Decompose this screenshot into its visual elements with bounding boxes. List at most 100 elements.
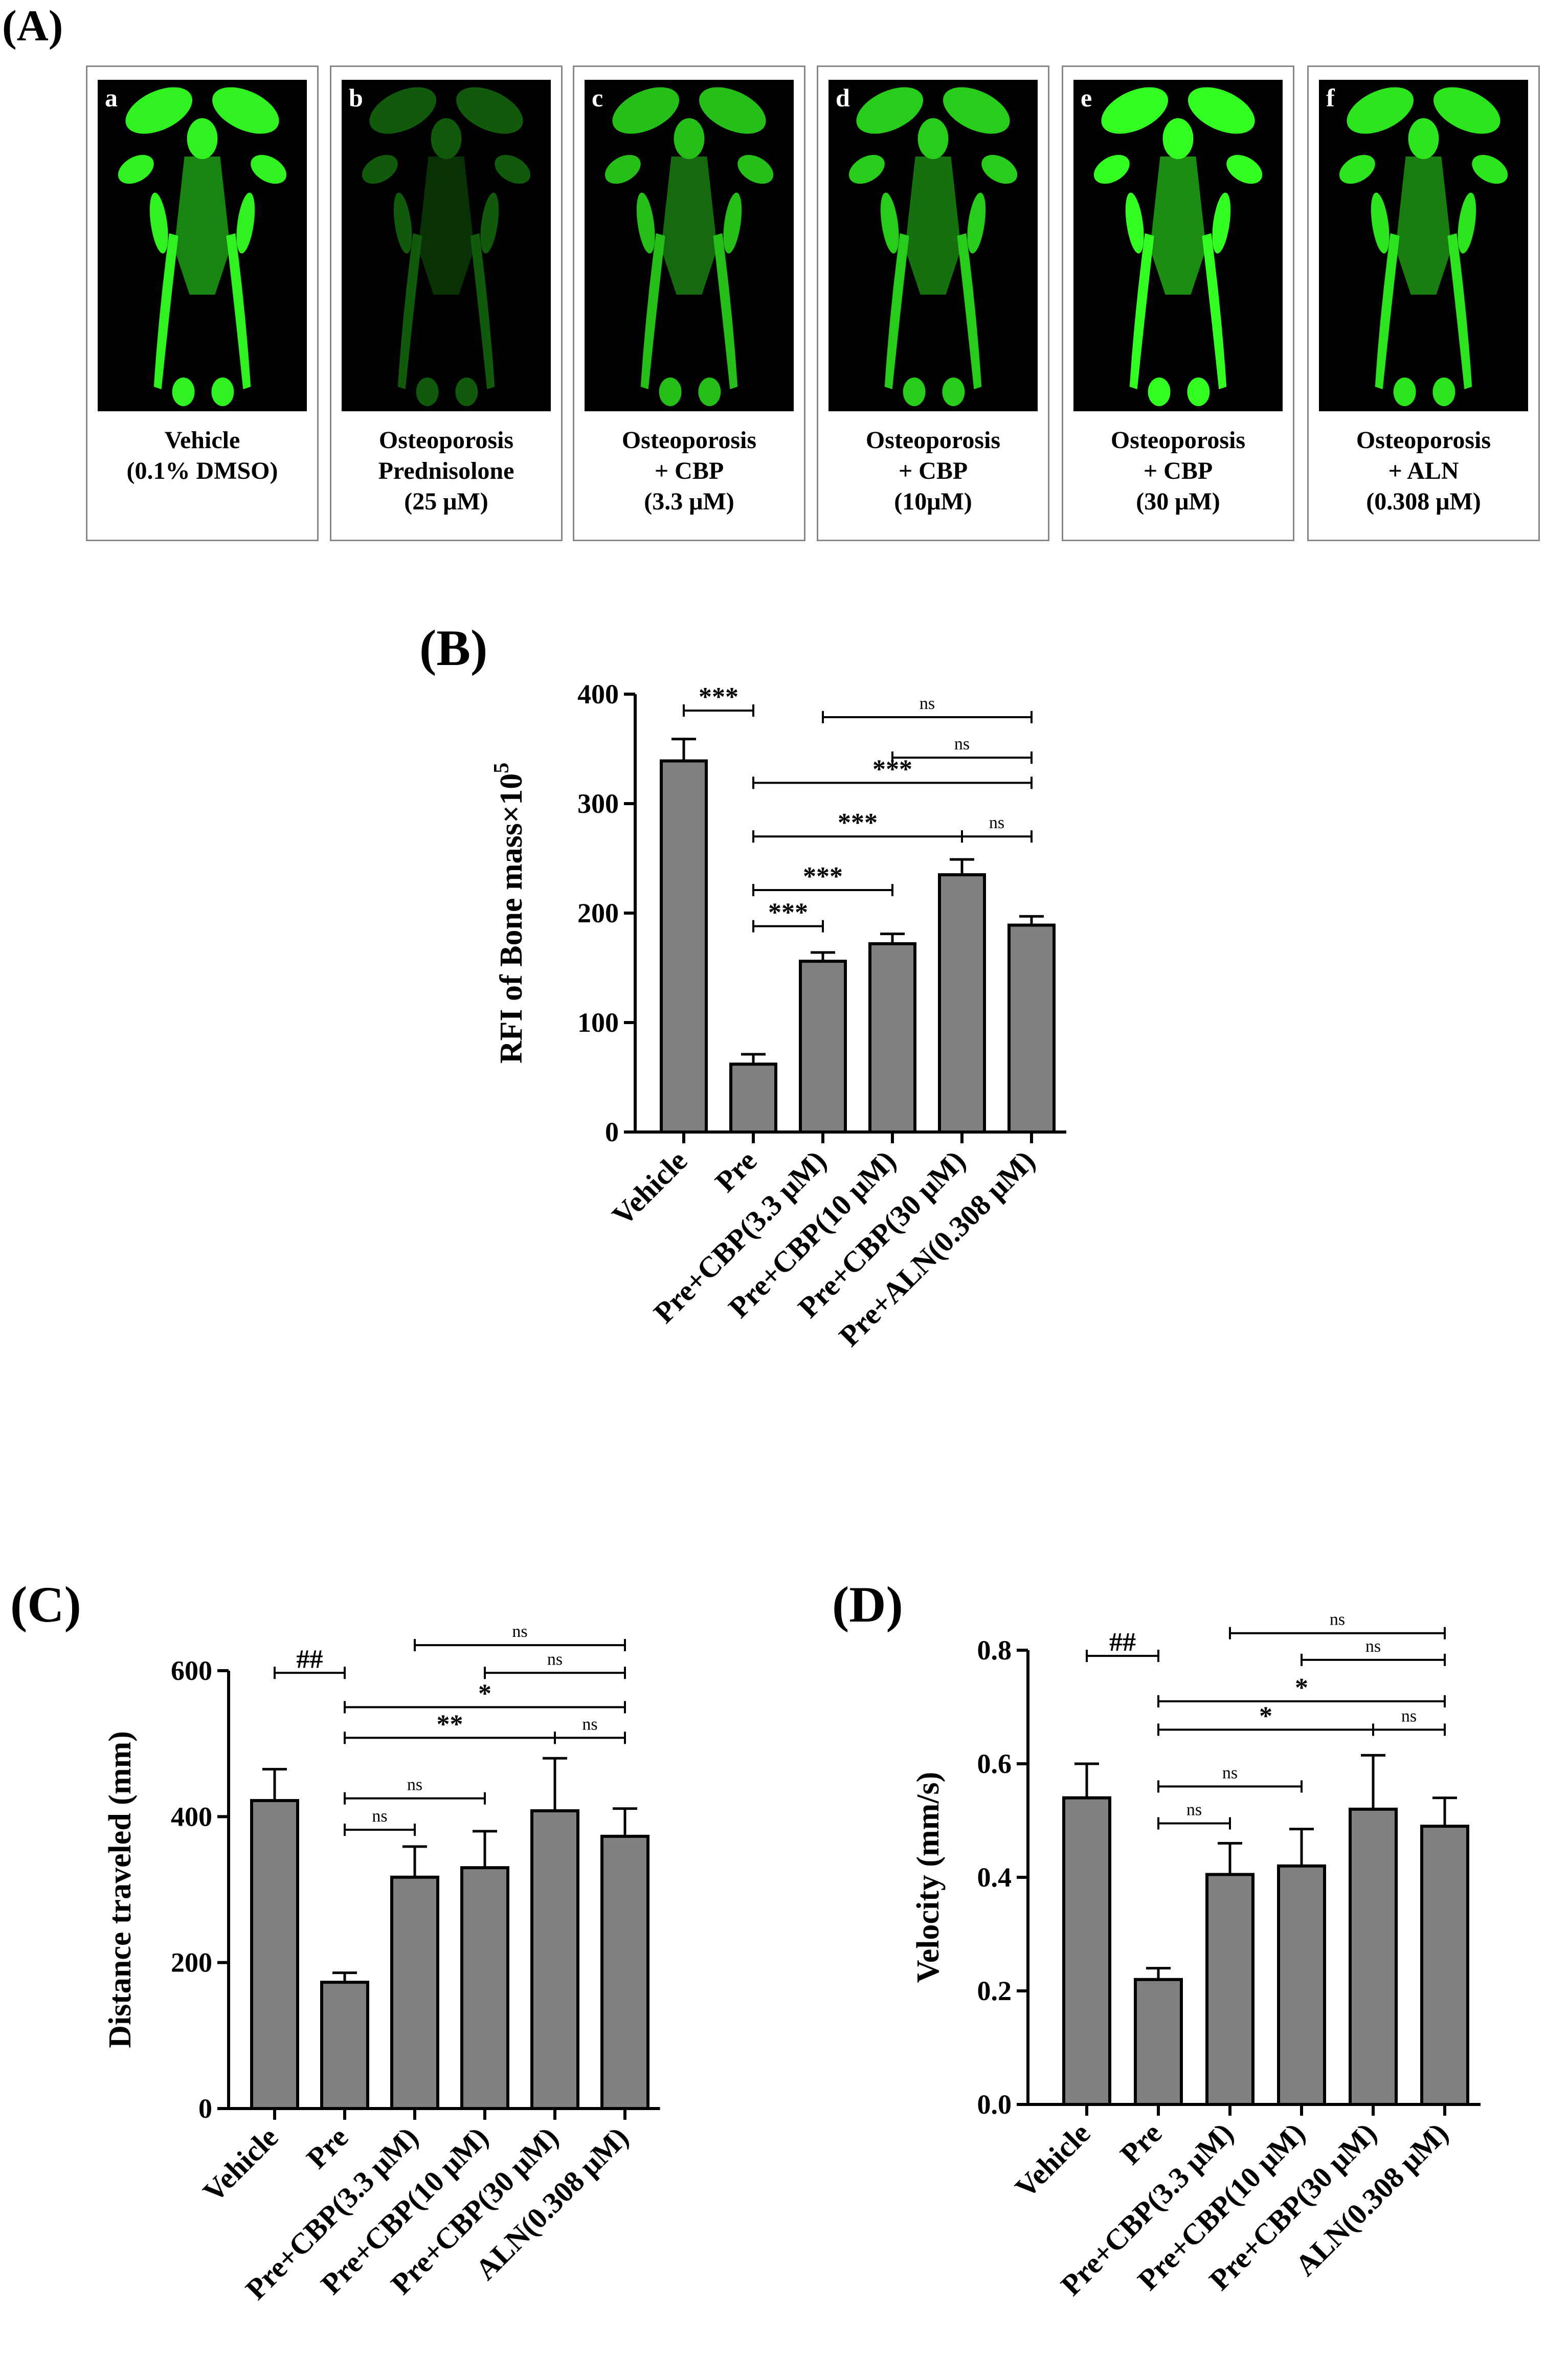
significance-label: *** xyxy=(803,862,843,891)
skeleton-tail-left xyxy=(659,378,682,406)
x-tick-label: Pre xyxy=(709,1144,764,1199)
skeleton-tail-left xyxy=(1393,378,1416,406)
image-frame-e: e Osteoporosis + CBP (30 μM) xyxy=(1062,65,1294,541)
skeleton-ceratobranchial-left xyxy=(1371,192,1390,254)
significance-label: ns xyxy=(920,694,935,713)
panel-a-label: (A) xyxy=(2,1,63,50)
panel-label: (B) xyxy=(419,619,487,676)
image-letter: b xyxy=(349,83,363,112)
skeleton-ceratobranchial-left xyxy=(1125,192,1144,254)
image-frame-f: f Osteoporosis + ALN (0.308 μM) xyxy=(1307,65,1540,541)
skeleton-notochord xyxy=(661,157,718,295)
image-caption: Vehicle (0.1% DMSO) xyxy=(87,425,317,486)
skeleton-ray-right xyxy=(957,233,982,389)
bar xyxy=(729,1062,777,1134)
significance-label: ns xyxy=(954,735,970,753)
bar xyxy=(1134,1978,1183,2106)
skeleton-ceratobranchial-right xyxy=(1458,192,1476,254)
y-axis-label: Distance traveled (mm) xyxy=(103,1731,138,2048)
chart-c: (C) Distance traveled (mm) 0 200 400 600 Vehic… xyxy=(0,1560,757,2370)
skeleton-jaw-right xyxy=(251,154,287,184)
larva-fluorescence-image: f xyxy=(1319,80,1528,411)
caption-line: Osteoporosis xyxy=(621,427,757,454)
skeleton-ray-right xyxy=(1447,233,1472,389)
skeleton-group xyxy=(604,87,774,406)
x-tick-label: Pre xyxy=(300,2120,355,2175)
caption-line: (10μM) xyxy=(894,488,972,515)
y-tick-label: 300 xyxy=(577,788,619,819)
skeleton-notochord xyxy=(905,157,961,295)
significance-label: ## xyxy=(297,1645,323,1674)
image-caption: Osteoporosis + ALN (0.308 μM) xyxy=(1309,425,1538,517)
skeleton-cranial-left xyxy=(1347,87,1414,134)
caption-line: Osteoporosis xyxy=(1356,427,1491,454)
skeleton-cranial-left xyxy=(1101,87,1168,134)
skeleton-ceratobranchial-right xyxy=(236,192,255,254)
larva-skeleton-drawing xyxy=(118,87,287,406)
image-letter: a xyxy=(105,83,118,112)
skeleton-ceratobranchial-right xyxy=(480,192,499,254)
skeleton-ray-right xyxy=(713,233,738,389)
panel-label: (C) xyxy=(10,1576,81,1633)
significance-label: *** xyxy=(838,808,878,837)
image-letter: c xyxy=(592,83,603,112)
skeleton-cranial-left xyxy=(369,87,436,134)
significance-label: * xyxy=(1259,1701,1272,1731)
significance-label: *** xyxy=(768,898,808,927)
y-axis-label-superscript: 5 xyxy=(490,763,513,773)
y-axis-label-text: Distance traveled (mm) xyxy=(103,1731,138,2048)
skeleton-group xyxy=(118,87,287,406)
skeleton-ceratobranchial-right xyxy=(1212,192,1231,254)
y-tick-label: 0.6 xyxy=(977,1748,1012,1779)
larva-skeleton-drawing xyxy=(604,87,774,406)
skeleton-cranial-left xyxy=(612,87,679,134)
skeleton-ethmoid xyxy=(187,118,218,159)
larva-fluorescence-image: d xyxy=(828,80,1038,411)
skeleton-cranial-right xyxy=(1188,87,1255,134)
skeleton-group xyxy=(1339,87,1508,406)
skeleton-ethmoid xyxy=(431,118,462,159)
skeleton-cranial-right xyxy=(1433,87,1500,134)
image-caption: Osteoporosis + CBP (10μM) xyxy=(818,425,1048,517)
image-caption: Osteoporosis Prednisolone (25 μM) xyxy=(331,425,561,517)
caption-line: (0.308 μM) xyxy=(1366,488,1481,515)
larva-skeleton-drawing xyxy=(362,87,531,406)
skeleton-ray-left xyxy=(153,233,178,389)
skeleton-tail-right xyxy=(455,378,478,406)
y-tick-label: 0 xyxy=(198,2093,212,2124)
caption-line: (30 μM) xyxy=(1136,488,1220,515)
skeleton-tail-right xyxy=(1432,378,1455,406)
caption-line: (25 μM) xyxy=(404,488,488,515)
skeleton-ethmoid xyxy=(917,118,949,159)
larva-skeleton-drawing xyxy=(848,87,1018,406)
y-tick-label: 200 xyxy=(577,898,619,928)
skeleton-ceratobranchial-left xyxy=(149,192,168,254)
skeleton-cranial-right xyxy=(943,87,1010,134)
skeleton-jaw-left xyxy=(362,154,398,184)
skeleton-notochord xyxy=(1395,157,1452,295)
larva-skeleton-drawing xyxy=(1339,87,1508,406)
skeleton-cranial-left xyxy=(125,87,192,134)
skeleton-jaw-left xyxy=(604,154,641,184)
larva-skeleton-drawing xyxy=(1093,87,1263,406)
skeleton-ray-left xyxy=(1129,233,1154,389)
larva-fluorescence-image: a xyxy=(98,80,307,411)
larva-fluorescence-image: b xyxy=(342,80,551,411)
skeleton-notochord xyxy=(174,157,231,295)
skeleton-ceratobranchial-right xyxy=(723,192,742,254)
bar xyxy=(1349,1807,1398,2106)
y-tick-label: 400 xyxy=(577,679,619,709)
significance-label: ns xyxy=(1330,1610,1345,1629)
larva-fluorescence-image: c xyxy=(585,80,794,411)
bar xyxy=(460,1866,509,2110)
bar xyxy=(1007,923,1056,1134)
bar xyxy=(250,1799,299,2110)
caption-line: + ALN xyxy=(1388,457,1459,484)
bar xyxy=(868,942,916,1134)
image-frame-c: c Osteoporosis + CBP (3.3 μM) xyxy=(573,65,805,541)
bar xyxy=(1062,1796,1111,2106)
panel-label: (D) xyxy=(832,1576,903,1633)
caption-line: Prednisolone xyxy=(378,457,514,484)
image-frame-b: b Osteoporosis Prednisolone (25 μM) xyxy=(330,65,563,541)
bar xyxy=(1277,1864,1326,2106)
